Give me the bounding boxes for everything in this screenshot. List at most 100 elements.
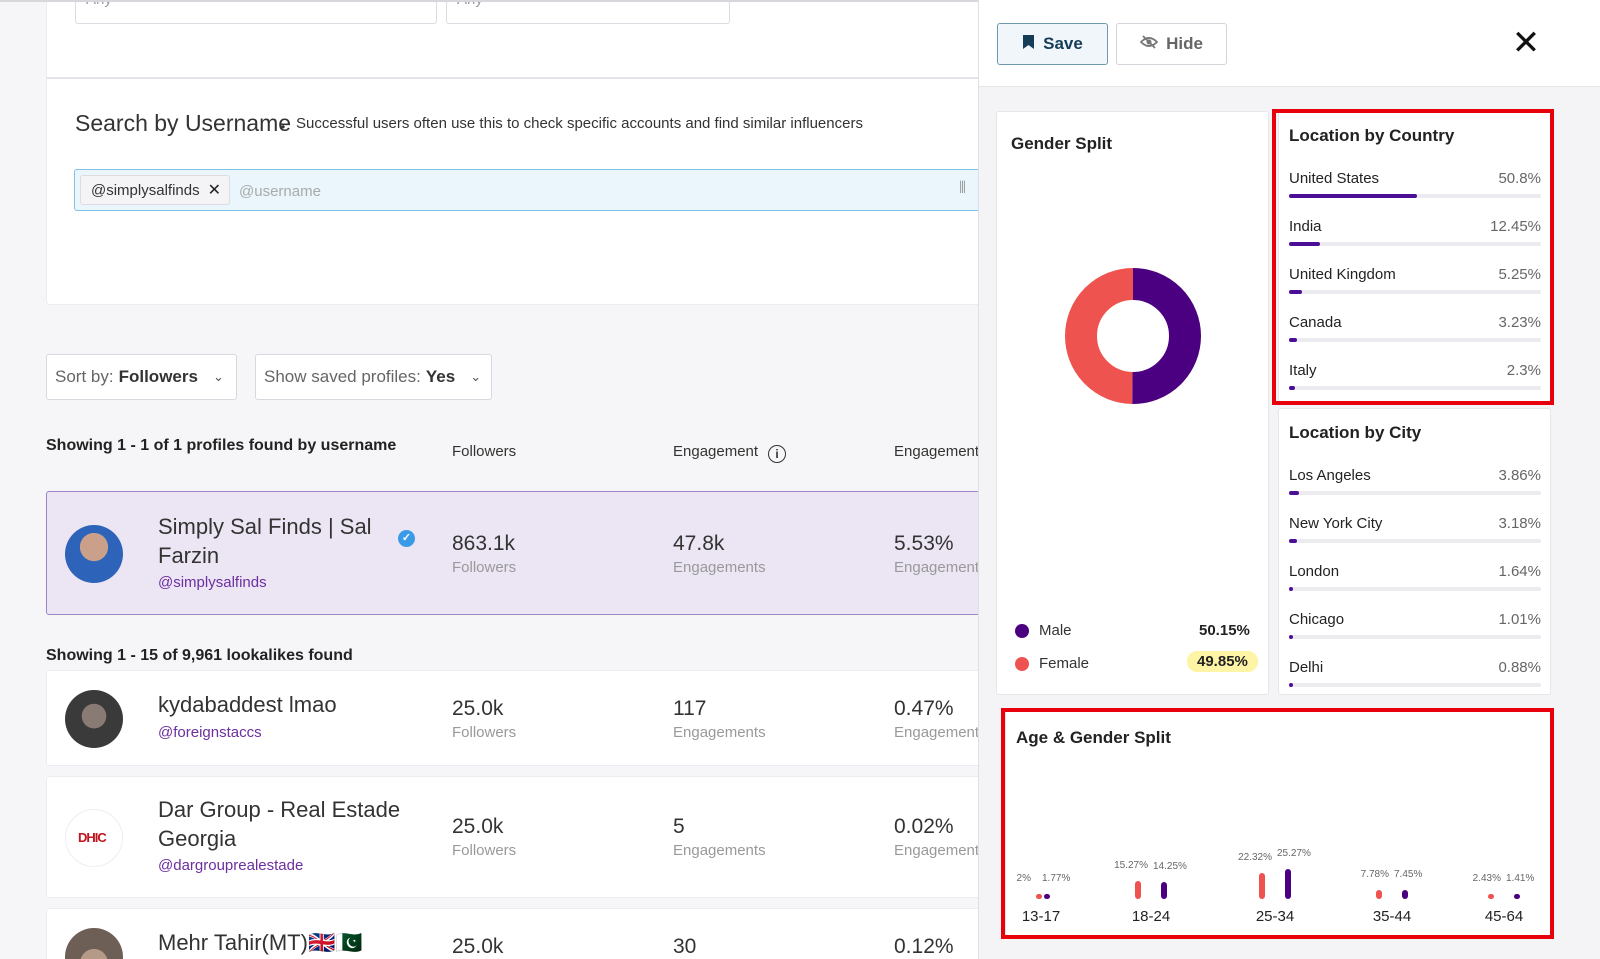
followers-label: Followers xyxy=(452,559,517,576)
engagement-rate-value: 0.47% xyxy=(894,697,954,720)
location-country-card: Location by Country United States 50.8% In… xyxy=(1278,111,1551,402)
save-label: Save xyxy=(1043,34,1083,53)
profile-name[interactable]: Dar Group - Real Estade Georgia xyxy=(158,797,401,851)
city-bar-track xyxy=(1289,587,1541,591)
country-bar-fill xyxy=(1289,386,1295,390)
country-pct: 2.3% xyxy=(1506,362,1541,379)
column-engagement[interactable]: Engagement i xyxy=(673,443,787,463)
followers-value: 25.0k xyxy=(452,935,504,958)
profile-name[interactable]: Simply Sal Finds | Sal Farzin xyxy=(158,514,372,568)
table-row[interactable]: kydabaddest lmao @foreignstaccs 25.0k Fo… xyxy=(46,670,1000,766)
age-value-female: 7.78% xyxy=(1360,868,1389,880)
country-name: Italy xyxy=(1289,362,1317,379)
age-label: 45-64 xyxy=(1484,908,1524,925)
engagements-value: 5 xyxy=(673,815,685,838)
table-row[interactable]: Mehr Tahir(MT)🇬🇧🇵🇰 25.0k 30 0.12% xyxy=(46,908,1000,959)
engagements-label: Engagements xyxy=(673,724,766,741)
profile-handle[interactable]: @dargrouprealestade xyxy=(158,857,304,874)
age-label: 25-34 xyxy=(1255,908,1295,925)
age-value-male: 25.27% xyxy=(1277,848,1311,859)
city-item: Delhi 0.88% xyxy=(1289,659,1541,687)
city-pct: 3.18% xyxy=(1498,515,1541,532)
column-followers[interactable]: Followers xyxy=(452,443,517,460)
age-bar-female xyxy=(1036,894,1042,899)
profile-row-selected[interactable]: Simply Sal Finds | Sal Farzin ✓ @simplys… xyxy=(46,491,1000,615)
legend-male: Male xyxy=(1015,622,1072,639)
age-value-male: 14.25% xyxy=(1153,861,1187,873)
country-name: India xyxy=(1289,218,1322,235)
profile-name[interactable]: kydabaddest lmao xyxy=(158,692,337,717)
city-pct: 3.86% xyxy=(1498,467,1541,484)
followers-value: 25.0k xyxy=(452,815,504,838)
city-bar-track xyxy=(1289,539,1541,543)
filter-select-b[interactable]: Any ▼ xyxy=(446,0,730,24)
country-name: United Kingdom xyxy=(1289,266,1396,283)
hide-button[interactable]: Hide xyxy=(1116,23,1227,65)
age-gender-card: Age & Gender Split 2% 1.77% 13-17 15.27% 14.… xyxy=(1005,711,1551,936)
avatar[interactable]: DHIC xyxy=(65,809,123,867)
username-input[interactable] xyxy=(239,178,939,204)
column-engagement-rate[interactable]: Engagement xyxy=(894,443,980,460)
bookmark-icon xyxy=(1022,34,1035,55)
profile-name[interactable]: Mehr Tahir(MT)🇬🇧🇵🇰 xyxy=(158,930,363,955)
profile-details-panel: Save Hide ✕ Gender Split Male 50.15% Fem… xyxy=(978,0,1600,959)
donut-slice-female xyxy=(1065,268,1201,404)
hide-label: Hide xyxy=(1166,34,1203,53)
age-bar-male xyxy=(1402,890,1408,899)
age-label: 13-17 xyxy=(1021,908,1061,925)
engagement-rate-label: Engagement xyxy=(894,842,980,859)
age-group: 15.27% 14.25% 18-24 xyxy=(1114,819,1187,925)
username-search-box[interactable]: @simplysalfinds ✕ ⦀ xyxy=(74,169,994,211)
country-pct: 12.45% xyxy=(1490,218,1541,235)
chevron-down-icon: ▼ xyxy=(416,0,426,4)
verified-badge-icon: ✓ xyxy=(398,530,415,547)
remove-chip-icon[interactable]: ✕ xyxy=(207,182,221,199)
age-bar-female xyxy=(1488,894,1494,899)
location-city-title: Location by City xyxy=(1289,423,1422,442)
column-engagement-label: Engagement xyxy=(673,443,759,460)
city-bar-fill xyxy=(1289,491,1299,495)
filter-panel: Any ▼ Any ▼ xyxy=(46,0,1000,305)
city-item: Chicago 1.01% xyxy=(1289,611,1541,639)
filter-select-a[interactable]: Any ▼ xyxy=(75,0,437,24)
engagements-label: Engagements xyxy=(673,842,766,859)
close-icon[interactable]: ✕ xyxy=(1511,24,1541,62)
saved-profiles-dropdown[interactable]: Show saved profiles: Yes ⌄ xyxy=(255,354,492,400)
info-icon[interactable]: i xyxy=(768,445,787,463)
table-row[interactable]: DHIC Dar Group - Real Estade Georgia @da… xyxy=(46,776,1000,898)
age-value-female: 2.43% xyxy=(1472,873,1501,884)
city-bar-track xyxy=(1289,491,1541,495)
age-group: 2.43% 1.41% 45-64 xyxy=(1469,819,1539,925)
gender-split-title: Gender Split xyxy=(1011,134,1113,153)
city-name: Delhi xyxy=(1289,659,1324,676)
location-city-card: Location by City Los Angeles 3.86% New Yor… xyxy=(1278,408,1551,695)
country-item: Canada 3.23% xyxy=(1289,314,1541,342)
age-value-male: 1.77% xyxy=(1042,873,1071,884)
avatar[interactable] xyxy=(65,928,123,959)
engagement-rate-value: 5.53% xyxy=(894,532,954,555)
city-item: London 1.64% xyxy=(1289,563,1541,591)
gender-donut-chart xyxy=(1065,268,1201,404)
engagements-value: 47.8k xyxy=(673,532,725,555)
chevron-down-icon: ⌄ xyxy=(470,369,482,384)
barcode-icon[interactable]: ⦀ xyxy=(959,180,967,197)
main-content: Any ▼ Any ▼ Search by Username • Success… xyxy=(46,0,1000,959)
country-item: Italy 2.3% xyxy=(1289,362,1541,390)
sort-dropdown[interactable]: Sort by: Followers ⌄ xyxy=(46,354,237,400)
divider xyxy=(46,77,1000,79)
avatar[interactable] xyxy=(65,690,123,748)
age-bar-male xyxy=(1285,869,1291,899)
female-dot-icon xyxy=(1015,656,1029,671)
profile-handle[interactable]: @foreignstaccs xyxy=(158,724,262,741)
country-item: United Kingdom 5.25% xyxy=(1289,266,1541,294)
country-pct: 5.25% xyxy=(1498,266,1541,283)
followers-label: Followers xyxy=(452,842,517,859)
saved-label: Show saved profiles: xyxy=(264,367,421,386)
legend-female: Female xyxy=(1015,655,1089,672)
country-bar-fill xyxy=(1289,338,1298,342)
save-button[interactable]: Save xyxy=(997,23,1108,65)
profile-handle[interactable]: @simplysalfinds xyxy=(158,574,267,591)
city-item: New York City 3.18% xyxy=(1289,515,1541,543)
country-bar-track xyxy=(1289,386,1541,390)
avatar[interactable] xyxy=(65,525,123,583)
